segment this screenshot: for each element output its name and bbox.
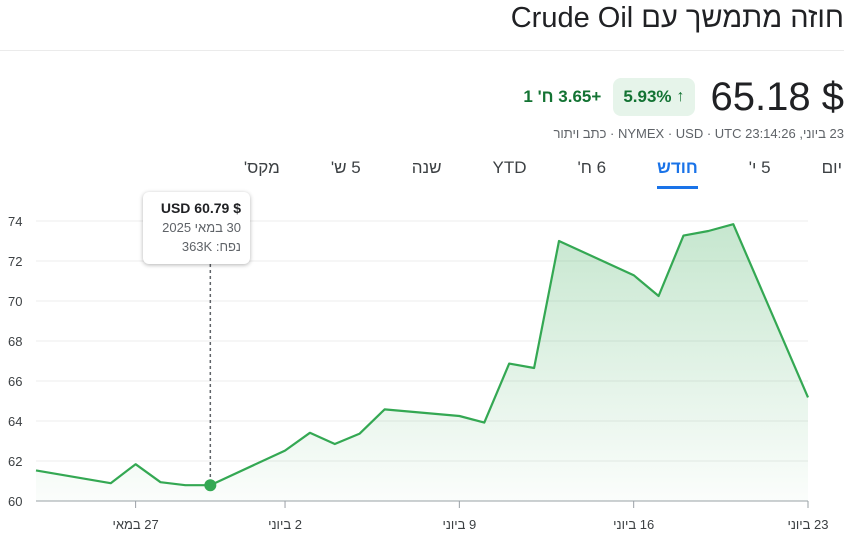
tooltip-date: 30 במאי 2025 — [162, 220, 241, 235]
page-title: חוזה מתמשך עם Crude Oil — [510, 2, 844, 34]
tooltip-price: $ USD 60.79 — [160, 200, 241, 216]
tab-7[interactable]: מקס' — [243, 158, 280, 177]
tooltip-volume: נפח: 363K — [181, 239, 241, 254]
quote-meta: 23 ביוני, 23:14:26 NYMEX · USD · UTC · כ… — [553, 126, 844, 141]
y-tick-label: 64 — [8, 414, 22, 429]
price-row: $ 65.18 5.93% ↑ +3.65 ח' 1 — [523, 74, 844, 120]
tab-4[interactable]: YTD — [492, 158, 527, 177]
arrow-up-icon: ↑ — [676, 88, 685, 105]
x-tick-label: 27 במאי — [112, 517, 158, 532]
x-tick-label: 2 ביוני — [268, 517, 302, 532]
change-percent: 5.93% — [623, 87, 672, 106]
range-tabs: יום 5 י' חודש 6 ח' YTD שנה 5 ש' מקס' — [244, 158, 842, 189]
y-tick-label: 62 — [8, 454, 22, 469]
hover-point — [204, 479, 217, 492]
y-tick-label: 72 — [8, 254, 22, 269]
header-divider — [0, 50, 844, 51]
series-line — [35, 223, 810, 487]
change-percent-badge: 5.93% ↑ — [613, 78, 695, 116]
y-tick-label: 68 — [8, 334, 22, 349]
tab-1[interactable]: 5 י' — [748, 158, 771, 177]
chart-tooltip: $ USD 60.79 30 במאי 2025 נפח: 363K — [143, 192, 250, 264]
tab-6[interactable]: 5 ש' — [330, 158, 361, 177]
y-tick-label: 66 — [8, 374, 22, 389]
tab-0[interactable]: יום — [821, 158, 842, 177]
y-tick-label: 60 — [8, 494, 22, 509]
series-area — [36, 224, 808, 501]
tab-3[interactable]: 6 ח' — [577, 158, 607, 177]
y-tick-label: 74 — [8, 214, 22, 229]
x-tick-label: 23 ביוני — [787, 517, 828, 532]
x-tick-label: 9 ביוני — [442, 517, 476, 532]
change-absolute: +3.65 ח' 1 — [523, 87, 602, 106]
x-tick-label: 16 ביוני — [613, 517, 654, 532]
current-price: $ 65.18 — [710, 74, 844, 119]
tab-2[interactable]: חודש — [657, 158, 698, 189]
y-tick-label: 70 — [8, 294, 22, 309]
tab-5[interactable]: שנה — [411, 158, 442, 177]
